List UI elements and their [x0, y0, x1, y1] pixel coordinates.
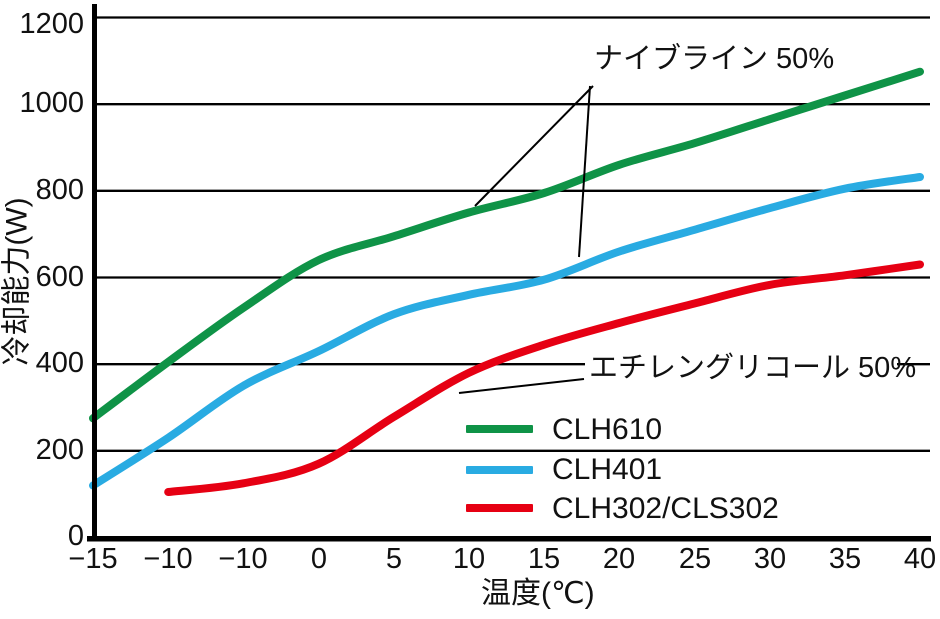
annotation-ethylene-glycol-50pct: エチレングリコール 50% — [589, 352, 917, 384]
x-tick-label: 15 — [527, 543, 561, 575]
x-tick-label: −10 — [143, 543, 193, 575]
y-tick-label: 0 — [67, 520, 84, 552]
y-tick-label: 200 — [35, 434, 84, 466]
legend-label-clh610: CLH610 — [552, 413, 663, 446]
x-tick-label: 40 — [903, 543, 937, 575]
x-tick-label: 30 — [753, 543, 787, 575]
series-line-CLH302/CLS302 — [164, 260, 924, 496]
x-tick-label: 5 — [385, 543, 403, 575]
y-tick-label: 1000 — [19, 87, 84, 119]
y-axis-title: 冷却能力(W) — [0, 197, 34, 366]
x-axis-title: 温度(℃) — [481, 577, 595, 610]
legend-label-clh401: CLH401 — [552, 453, 663, 486]
series-line-CLH610 — [89, 67, 924, 423]
annotation-naibrine-50pct: ナイブライン 50% — [594, 43, 835, 75]
x-tick-label: 0 — [310, 543, 328, 575]
y-tick-label: 600 — [35, 261, 84, 293]
series-line-CLH401 — [89, 173, 924, 490]
naibrine-leader-to-green-line — [474, 85, 594, 207]
y-tick-label: 800 — [35, 174, 84, 206]
glycol-leader-to-red-line — [458, 378, 585, 394]
x-tick-label: −10 — [218, 543, 268, 575]
legend-swatch-clh610 — [466, 425, 533, 433]
x-tick-label: −15 — [68, 543, 118, 575]
x-tick-label: 10 — [452, 543, 486, 575]
gridlines — [96, 16, 930, 452]
y-tick-label: 400 — [35, 347, 84, 379]
legend-label-clh302-cls302: CLH302/CLS302 — [552, 492, 779, 525]
x-tick-label: 25 — [678, 543, 712, 575]
x-tick-label: 20 — [602, 543, 636, 575]
y-tick-label: 1200 — [19, 8, 84, 40]
x-tick-label: 35 — [828, 543, 862, 575]
legend-swatch-clh401 — [466, 465, 533, 474]
legend-swatch-clh302-cls302 — [466, 504, 533, 512]
series-curves — [89, 67, 924, 496]
naibrine-leader-to-blue-line — [578, 85, 591, 258]
